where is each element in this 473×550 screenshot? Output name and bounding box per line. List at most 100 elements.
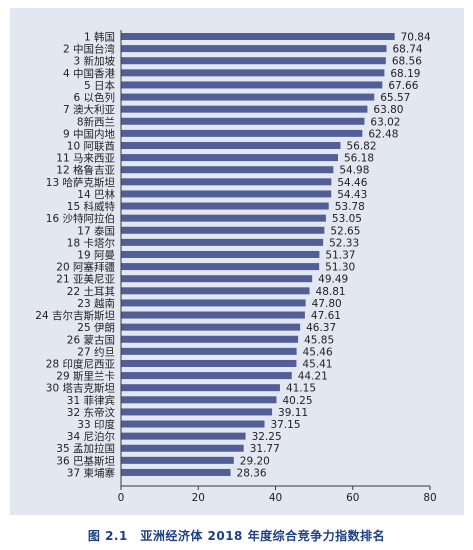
bar — [121, 372, 292, 380]
value-label: 41.15 — [286, 383, 316, 395]
bar — [121, 141, 341, 149]
value-label: 56.82 — [346, 140, 376, 152]
bar — [121, 444, 244, 452]
bar — [121, 396, 277, 404]
x-tick-label: 20 — [192, 492, 205, 504]
bar — [121, 117, 365, 125]
value-label: 37.15 — [270, 419, 300, 431]
category-label: 6 以色列 — [73, 91, 115, 104]
value-label: 48.81 — [316, 286, 346, 298]
category-label: 31 菲律宾 — [67, 394, 115, 407]
bar — [121, 154, 338, 162]
value-label: 54.46 — [337, 177, 367, 189]
value-label: 56.18 — [344, 153, 374, 165]
value-label: 49.49 — [318, 274, 348, 286]
category-label: 2 中国台湾 — [63, 43, 116, 56]
category-label: 20 阿塞拜疆 — [56, 261, 115, 274]
bar — [121, 420, 265, 428]
bar — [121, 69, 385, 77]
bar — [121, 33, 395, 40]
category-label: 16 沙特阿拉伯 — [46, 212, 115, 225]
category-label: 25 伊朗 — [77, 322, 115, 334]
value-label: 63.02 — [370, 116, 400, 128]
value-label: 28.36 — [237, 467, 267, 479]
category-label: 33 印度 — [77, 418, 115, 431]
category-label: 21 亚美尼亚 — [56, 273, 115, 286]
value-label: 52.65 — [330, 225, 360, 237]
value-label: 45.46 — [303, 346, 333, 358]
value-label: 32.25 — [252, 431, 282, 443]
bar — [121, 468, 231, 476]
bar — [121, 45, 387, 53]
category-label: 8新西兰 — [77, 115, 115, 128]
value-label: 70.84 — [401, 32, 431, 44]
category-label: 28 印度尼西亚 — [46, 357, 116, 370]
bar — [121, 57, 386, 65]
category-label: 11 马来西亚 — [56, 153, 115, 165]
x-tick-label: 0 — [118, 492, 125, 504]
value-label: 63.80 — [373, 104, 403, 116]
value-label: 45.41 — [302, 358, 332, 370]
value-label: 53.78 — [335, 201, 365, 213]
value-label: 47.61 — [311, 310, 341, 322]
category-label: 23 越南 — [77, 297, 115, 310]
category-label: 29 斯里兰卡 — [56, 370, 115, 383]
value-label: 31.77 — [250, 443, 280, 455]
bar — [121, 347, 297, 355]
category-label: 32 东帝汶 — [67, 406, 116, 419]
bar — [121, 129, 363, 137]
value-label: 39.11 — [278, 407, 308, 419]
figure-caption: 图 2.1 亚洲经济体 2018 年度综合竞争力指数排名 — [87, 529, 386, 543]
category-label: 22 土耳其 — [67, 285, 115, 298]
bar-chart: 1 韩国 70.84 2 中国台湾 68.74 3 新加坡 68.56 4 中国香港 68.1… — [35, 30, 437, 504]
x-tick-label: 40 — [269, 492, 282, 504]
bar — [121, 166, 334, 174]
value-label: 46.37 — [306, 322, 336, 334]
category-label: 5 日本 — [84, 79, 116, 92]
chart-panel — [10, 8, 464, 515]
category-label: 30 塔吉克斯坦 — [46, 382, 116, 395]
value-label: 44.21 — [298, 371, 328, 383]
bar — [121, 311, 305, 319]
category-label: 37 柬埔寨 — [67, 466, 116, 479]
category-label: 18 卡塔尔 — [67, 236, 115, 249]
bar — [121, 384, 280, 392]
category-label: 34 尼泊尔 — [67, 430, 115, 443]
bar — [121, 93, 375, 101]
bar — [121, 408, 273, 416]
bar — [121, 250, 320, 258]
category-label: 15 科威特 — [67, 200, 116, 213]
bar — [121, 238, 324, 246]
category-label: 13 哈萨克斯坦 — [46, 176, 116, 189]
category-label: 12 格鲁吉亚 — [56, 164, 115, 177]
bar — [121, 202, 329, 210]
category-label: 35 孟加拉国 — [56, 442, 115, 455]
category-label: 19 阿曼 — [77, 249, 115, 261]
category-label: 1 韩国 — [84, 31, 115, 44]
bar — [121, 299, 306, 307]
value-label: 51.37 — [325, 249, 355, 261]
value-label: 54.43 — [337, 189, 367, 201]
value-label: 54.98 — [339, 165, 369, 177]
category-label: 10 阿联酋 — [67, 139, 115, 152]
bar — [121, 456, 234, 464]
category-label: 26 蒙古国 — [67, 333, 115, 346]
value-label: 53.05 — [332, 213, 362, 225]
category-label: 24 吉尔吉斯斯坦 — [35, 309, 115, 322]
category-label: 3 新加坡 — [73, 55, 115, 68]
category-label: 17 泰国 — [77, 224, 115, 237]
bar — [121, 263, 320, 271]
x-tick-label: 60 — [346, 492, 359, 504]
value-label: 62.48 — [368, 128, 398, 140]
bar — [121, 287, 310, 295]
value-label: 52.33 — [329, 237, 359, 249]
category-label: 7 澳大利亚 — [63, 103, 116, 116]
value-label: 40.25 — [282, 395, 312, 407]
x-tick-label: 80 — [423, 492, 436, 504]
category-label: 9 中国内地 — [63, 127, 116, 140]
value-label: 51.30 — [325, 262, 355, 274]
category-label: 4 中国香港 — [63, 67, 116, 80]
bar — [121, 178, 332, 186]
value-label: 68.56 — [392, 56, 422, 68]
value-label: 68.74 — [393, 44, 423, 56]
